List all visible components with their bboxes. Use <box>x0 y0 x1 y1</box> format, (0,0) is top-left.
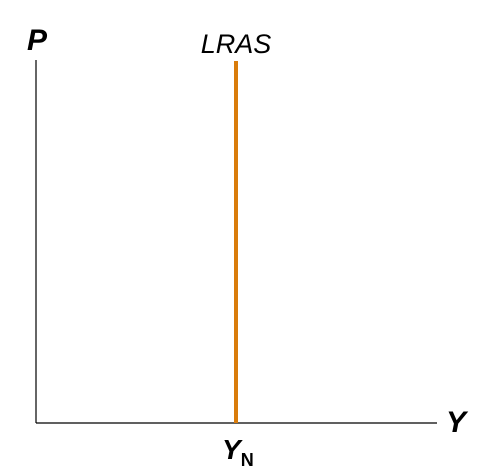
yn-tick-subscript: N <box>241 450 254 470</box>
yn-tick-main: Y <box>222 434 243 465</box>
x-axis-label: Y <box>446 406 469 439</box>
y-axis-label: P <box>27 24 48 57</box>
lras-label: LRAS <box>201 29 272 59</box>
yn-tick-label: YN <box>222 434 254 470</box>
